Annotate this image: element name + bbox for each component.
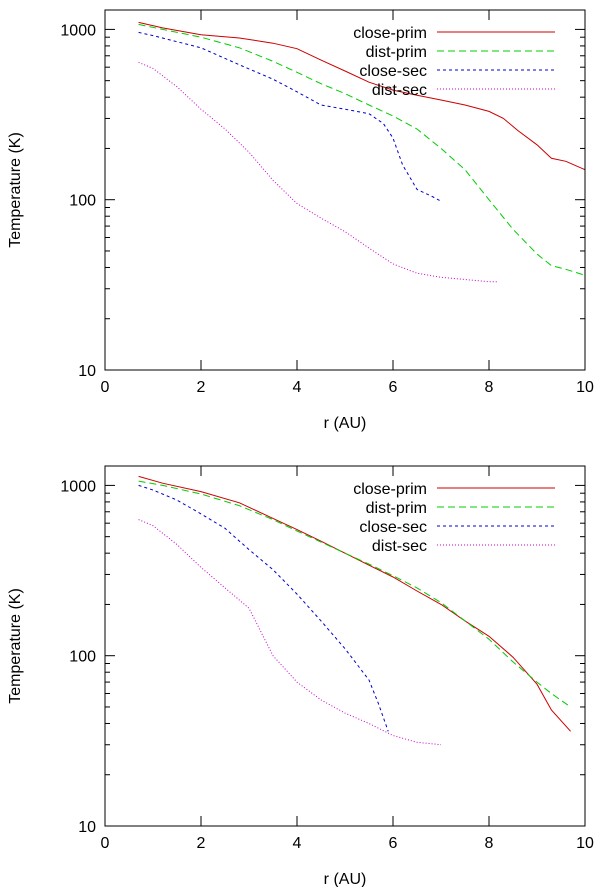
x-tick-label: 4 [293, 835, 302, 852]
series-line-dist-prim [138, 480, 571, 708]
series-line-dist-sec [138, 519, 442, 746]
series-line-close-sec [138, 484, 389, 732]
legend-label-dist-sec: dist-sec [372, 538, 427, 555]
plot-frame [104, 9, 586, 371]
series-line-close-prim [138, 475, 571, 732]
legend: close-prim dist-prim close-sec dist-sec [353, 481, 555, 555]
legend-label-close-prim: close-prim [353, 481, 427, 498]
x-tick-label: 8 [485, 379, 494, 396]
y-tick-label: 10 [78, 363, 96, 380]
x-tick-label: 0 [101, 379, 110, 396]
x-axis-label: r (AU) [324, 415, 367, 432]
legend-label-close-sec: close-sec [359, 63, 427, 80]
y-tick-label: 100 [69, 193, 96, 210]
x-tick-label: 0 [101, 835, 110, 852]
x-tick-label: 2 [197, 835, 206, 852]
legend-label-dist-prim: dist-prim [366, 44, 427, 61]
x-tick-label: 6 [389, 379, 398, 396]
series-line-dist-sec [138, 61, 499, 283]
legend-label-close-sec: close-sec [359, 519, 427, 536]
y-axis-label: Temperature (K) [7, 588, 24, 704]
series-line-close-prim [138, 21, 586, 171]
x-tick-label: 4 [293, 379, 302, 396]
legend-label-dist-prim: dist-prim [366, 500, 427, 517]
legend-label-close-prim: close-prim [353, 25, 427, 42]
x-tick-label: 2 [197, 379, 206, 396]
plot-frame [104, 465, 586, 827]
x-tick-label: 10 [576, 379, 594, 396]
chart-panel-2: 10 100 1000 0 2 4 6 8 10 r (AU) Temperature (K) clo… [7, 465, 594, 887]
x-tick-label: 8 [485, 835, 494, 852]
x-axis-label: r (AU) [324, 871, 367, 887]
series-line-dist-prim [138, 23, 586, 276]
y-tick-label: 1000 [60, 478, 96, 495]
y-tick-label: 100 [69, 649, 96, 666]
series-line-close-sec [138, 31, 442, 202]
y-tick-label: 1000 [60, 22, 96, 39]
x-tick-label: 6 [389, 835, 398, 852]
chart-panel-1: 10 100 1000 0 2 4 6 8 10 r (AU) Temperature (K) clo… [7, 9, 594, 432]
legend-label-dist-sec: dist-sec [372, 82, 427, 99]
x-tick-label: 10 [576, 835, 594, 852]
y-tick-label: 10 [78, 819, 96, 836]
y-axis-label: Temperature (K) [7, 132, 24, 248]
legend: close-prim dist-prim close-sec dist-sec [353, 25, 555, 99]
